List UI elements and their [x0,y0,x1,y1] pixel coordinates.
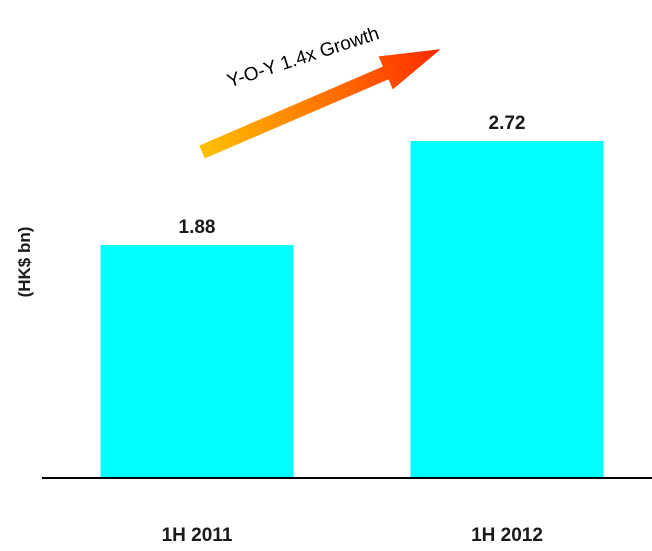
category-label-1: 1H 2011 [162,525,233,546]
y-axis-label: (HK$ bn) [15,227,34,298]
growth-arrow-shape [199,49,441,159]
bar-1 [100,245,294,478]
bar-value-label-1: 1.88 [179,217,216,238]
category-label-2: 1H 2012 [471,525,543,546]
growth-arrow: Y-O-Y 1.4x Growth [199,23,441,159]
bar-value-label-2: 2.72 [489,113,526,134]
bar-2 [410,141,604,478]
